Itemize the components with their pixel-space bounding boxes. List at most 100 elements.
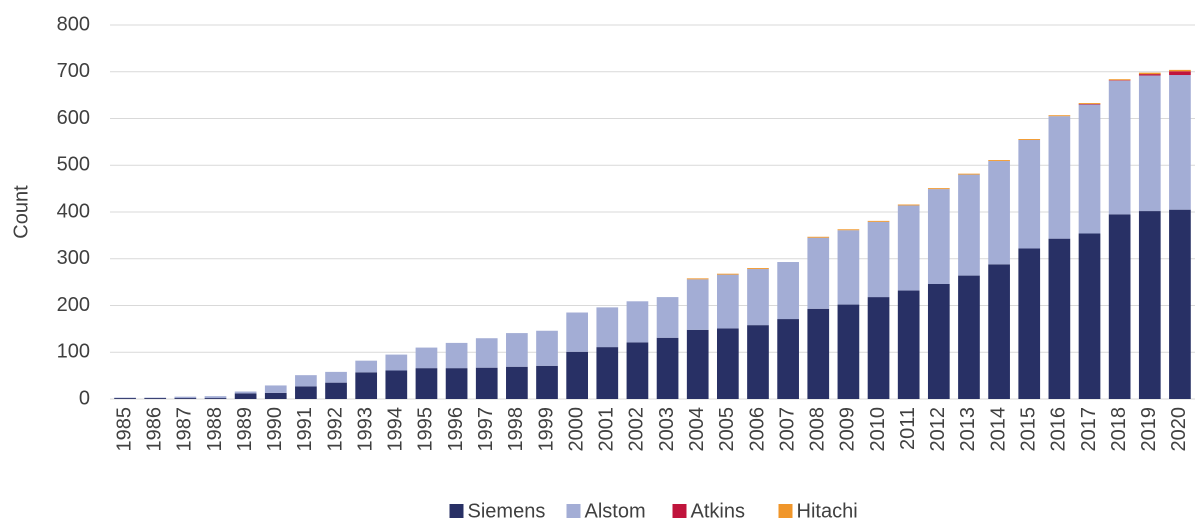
y-axis-label: Count [10, 185, 32, 239]
bar-segment [204, 398, 227, 399]
bar-segment [355, 372, 378, 399]
legend-swatch [566, 504, 581, 518]
bar-segment [1048, 116, 1071, 239]
bar-segment [325, 382, 347, 399]
bar-segment [596, 347, 619, 399]
legend-swatch [449, 504, 464, 518]
bar-segment [807, 237, 830, 309]
x-tick-label: 1989 [234, 407, 256, 452]
x-tick-label: 1997 [475, 407, 497, 452]
x-tick-label: 2020 [1168, 407, 1190, 452]
y-tick-label: 200 [57, 294, 90, 316]
bar-segment [174, 396, 197, 399]
y-tick-label: 800 [57, 13, 90, 35]
bar-segment [807, 308, 830, 399]
bar-segment [837, 230, 860, 305]
x-tick-label: 1995 [415, 407, 437, 452]
legend-swatch [672, 504, 687, 518]
y-tick-label: 700 [57, 60, 90, 82]
bar-segment [1138, 74, 1161, 76]
bar-segment [716, 328, 739, 399]
x-tick-label: 2008 [807, 407, 829, 452]
bar-segment [927, 283, 950, 399]
x-tick-label: 2003 [656, 407, 678, 452]
legend-label: Hitachi [797, 500, 858, 522]
bar-segment [385, 354, 408, 371]
bar-segment [295, 375, 317, 387]
x-tick-label: 1986 [143, 407, 165, 452]
x-tick-label: 2000 [565, 407, 587, 452]
bar-segment [958, 275, 980, 399]
bar-segment [295, 386, 317, 399]
bar-segment [566, 312, 589, 352]
bar-segment [1138, 72, 1161, 75]
bar-segment [204, 396, 227, 399]
bar-segment [264, 385, 287, 393]
bar-segment [415, 368, 438, 399]
bar-segment [686, 278, 709, 280]
bar-segment [747, 269, 769, 326]
bar-segment [897, 204, 920, 206]
bar-segment [686, 279, 709, 330]
bar-segment [1018, 139, 1041, 141]
bar-segment [596, 307, 619, 348]
x-tick-label: 1990 [264, 407, 286, 452]
bar-segment [1018, 140, 1041, 249]
legend-label: Siemens [468, 500, 546, 522]
bar-segment [958, 173, 980, 175]
x-tick-label: 2019 [1138, 407, 1160, 452]
bar-segment [415, 347, 438, 369]
x-tick-label: 2010 [867, 407, 889, 452]
x-tick-label: 1987 [174, 407, 196, 452]
x-tick-label: 1994 [385, 407, 407, 452]
y-tick-label: 400 [57, 200, 90, 222]
bar-segment [1169, 71, 1191, 76]
bar-segment [927, 188, 950, 190]
bar-segment [1169, 69, 1191, 72]
y-tick-label: 500 [57, 154, 90, 176]
bar-segment [385, 370, 408, 399]
bar-segment [144, 398, 167, 399]
bar-segment [325, 371, 347, 383]
bar-segment [1108, 79, 1131, 81]
bar-segment [988, 160, 1010, 162]
bar-segment [475, 338, 498, 368]
bar-segment [475, 367, 498, 399]
y-tick-label: 300 [57, 247, 90, 269]
bar-segment [1108, 80, 1131, 215]
x-tick-label: 2005 [716, 407, 738, 452]
bar-segment [777, 262, 799, 320]
bar-segment [988, 161, 1010, 265]
bar-segment [747, 268, 769, 270]
x-tick-label: 1998 [505, 407, 527, 452]
bar-segment [897, 205, 920, 291]
bar-segment [1138, 211, 1161, 399]
bar-segment [536, 365, 558, 399]
bar-segment [1048, 238, 1071, 399]
x-tick-label: 2009 [837, 407, 859, 452]
x-tick-label: 2013 [957, 407, 979, 452]
bar-segment [1108, 214, 1131, 399]
x-tick-label: 1991 [294, 407, 316, 452]
bar-segment [1048, 115, 1071, 117]
y-tick-label: 600 [57, 107, 90, 129]
bar-segment [234, 391, 257, 394]
bar-segment [445, 342, 468, 369]
bar-segment [506, 333, 528, 367]
bar-segment [867, 220, 890, 222]
x-tick-label: 1992 [324, 407, 346, 452]
bar-segment [264, 392, 287, 399]
x-tick-label: 2007 [776, 407, 798, 452]
bar-segment [837, 304, 860, 399]
legend-swatch [778, 504, 793, 518]
bar-segment [927, 189, 950, 284]
bar-segment [747, 325, 769, 399]
bar-segment [1169, 209, 1191, 399]
bar-segment [656, 337, 679, 399]
x-tick-label: 2011 [897, 407, 919, 450]
x-tick-label: 1999 [535, 407, 557, 452]
x-tick-label: 2014 [987, 407, 1009, 452]
bar-segment [234, 393, 257, 399]
bar-segment [626, 342, 649, 399]
